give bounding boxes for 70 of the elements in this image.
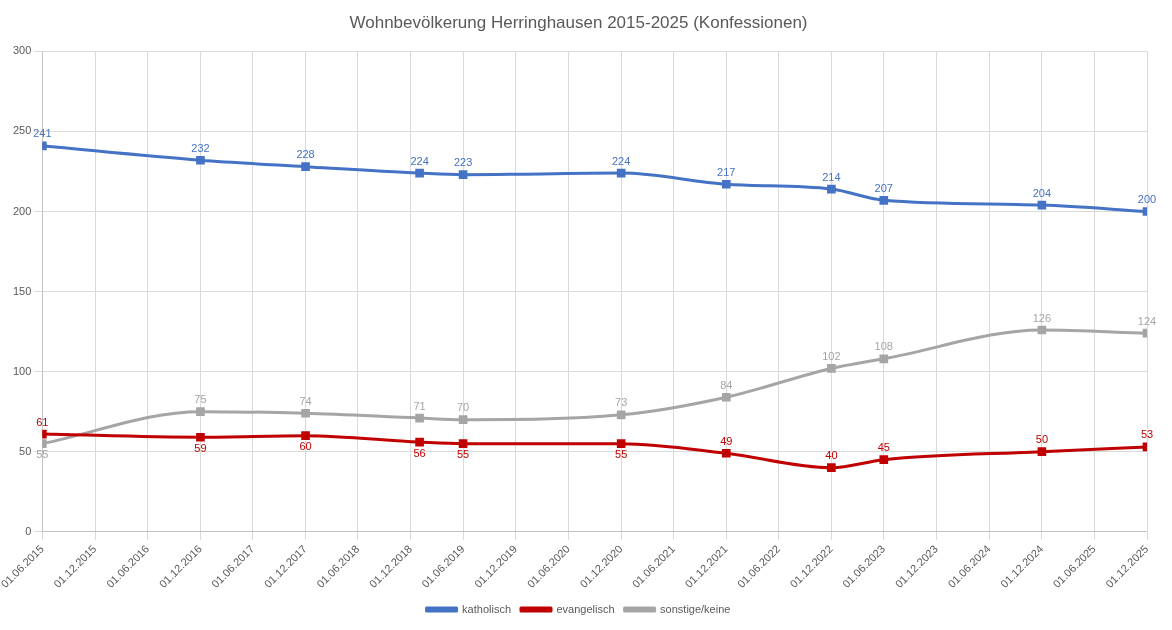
- data-label: 59: [194, 441, 207, 454]
- point: [196, 432, 205, 442]
- y-tick-label: 150: [12, 284, 32, 297]
- data-label: 50: [1035, 433, 1049, 446]
- data-label: 217: [717, 165, 736, 178]
- point: [616, 168, 626, 178]
- point: [827, 463, 836, 473]
- point: [301, 408, 310, 418]
- point: [1037, 200, 1047, 210]
- y-tick-label: 0: [25, 524, 32, 537]
- point: [415, 437, 424, 447]
- data-label: 241: [33, 127, 52, 140]
- data-label: 124: [1137, 314, 1157, 327]
- data-label: 40: [825, 449, 838, 462]
- point: [415, 413, 424, 423]
- data-label: 53: [1140, 428, 1154, 441]
- point: [458, 439, 468, 448]
- point: [301, 162, 310, 172]
- y-tick-label: 100: [12, 364, 32, 377]
- point: [301, 431, 310, 440]
- point: [827, 184, 836, 194]
- point: [721, 448, 731, 458]
- data-label: 61: [36, 415, 49, 428]
- point: [827, 364, 836, 373]
- data-label: 228: [296, 148, 315, 161]
- data-label: 214: [822, 170, 841, 183]
- data-label: 232: [191, 141, 210, 154]
- point: [879, 195, 889, 205]
- point: [721, 392, 731, 402]
- point: [1037, 447, 1047, 457]
- y-tick-label: 300: [12, 44, 32, 57]
- data-label: 126: [1032, 311, 1052, 324]
- chart-title: Wohnbevölkerung Herringhausen 2015-2025 (Konfessionen): [349, 12, 808, 32]
- data-label: 102: [822, 349, 841, 362]
- data-label: 70: [456, 401, 470, 414]
- data-label: 200: [1137, 193, 1157, 206]
- data-label: 75: [194, 393, 207, 406]
- data-label: 55: [456, 448, 470, 461]
- legend-label: evangelisch: [556, 602, 615, 615]
- legend-label: katholisch: [462, 602, 512, 615]
- point: [415, 168, 424, 178]
- data-label: 60: [299, 440, 312, 453]
- point: [196, 407, 205, 416]
- point: [879, 455, 889, 465]
- point: [458, 415, 468, 424]
- data-label: 204: [1032, 186, 1052, 199]
- data-label: 45: [877, 441, 890, 454]
- point: [616, 410, 626, 420]
- y-tick-label: 250: [12, 124, 32, 137]
- point: [196, 155, 205, 165]
- data-label: 108: [874, 340, 893, 353]
- point: [616, 439, 626, 448]
- y-tick-label: 200: [12, 204, 32, 217]
- point: [458, 170, 468, 180]
- data-label: 74: [299, 394, 312, 407]
- data-label: 49: [720, 434, 733, 447]
- data-label: 71: [413, 399, 426, 412]
- legend-label: sonstige/keine: [660, 602, 731, 615]
- data-label: 73: [615, 396, 628, 409]
- data-label: 207: [874, 181, 893, 194]
- data-label: 55: [615, 448, 628, 461]
- data-label: 224: [410, 154, 429, 167]
- point: [721, 179, 731, 189]
- data-label: 223: [453, 156, 473, 169]
- point: [1037, 325, 1047, 335]
- point: [879, 354, 889, 364]
- data-label: 84: [720, 378, 733, 391]
- y-tick-label: 50: [19, 444, 32, 457]
- data-label: 224: [611, 154, 631, 167]
- data-label: 56: [413, 446, 426, 459]
